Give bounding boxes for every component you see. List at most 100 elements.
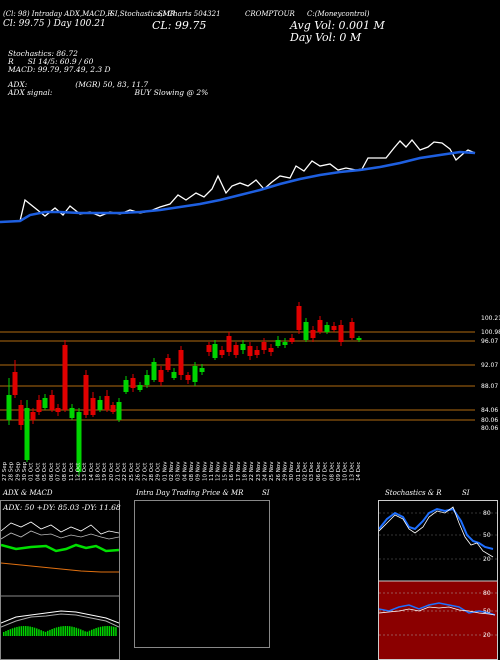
date-label: 08 Dec [329,462,335,481]
header-stoch-label: SI,Stochastics,MR [110,10,176,18]
macd-histogram-bar [18,626,20,636]
date-label: 01 Nov [162,461,168,481]
macd-histogram-bar [64,626,67,636]
macd-histogram-bar [38,629,40,636]
rsi-tick-label: 50 [483,608,491,615]
macd-readout: MACD: 99.79, 97.49, 2.3 D [8,65,111,74]
candle-body [76,412,82,472]
date-label: 27 Oct [142,462,148,481]
macd-histogram-bar [69,626,71,636]
macd-histogram-bar [3,632,5,636]
date-label: 13 Oct [82,462,88,481]
candle-body [296,306,302,330]
macd-histogram-bar [97,627,100,636]
macd-histogram-bar [49,629,51,636]
candle-body [356,338,362,340]
price-level-lines: 100.21 100.98 96.07 92.07 88.07 84.06 80.0680.… [0,315,500,432]
macd-histogram-bar [27,626,29,636]
price-level-label: 80.06 [481,417,498,424]
candle-body [338,325,344,342]
date-label: 01 Dec [296,462,302,481]
date-label: 28 Sep [9,461,15,481]
candle-body [130,378,136,388]
candle-body [185,375,191,380]
macd-histogram-bar [33,627,36,636]
candle-body [199,368,205,372]
candle-body [18,405,24,425]
candle-body [158,370,164,382]
candle-body [12,372,18,395]
date-label: 20 Oct [109,462,115,481]
price-level-label: 100.98 [481,329,500,336]
adx-signal-label: ADX signal: [8,88,53,97]
stoch-rsi-ticks: 80 50 20 80 50 20 [483,510,491,639]
macd-histogram-bar [113,626,115,636]
date-label: 08 Nov [189,461,195,481]
macd-histogram-bar [60,626,62,636]
date-label: 24 Nov [262,461,268,481]
date-label: 10 Dec [343,462,349,481]
date-label: 06 Oct [49,462,55,481]
macd-lines [1,610,119,636]
candle-body [233,345,239,355]
adx-panel-title: ADX & MACD [3,489,53,497]
candle-body [206,345,212,352]
candle-body [24,408,30,460]
candle-body [303,322,309,340]
candle-body [192,366,198,382]
date-label: 03 Dec [309,462,315,481]
date-label: 22 Nov [249,461,255,481]
candle-body [36,400,42,412]
adx-signal-readout: ADX signal: BUY Slowing @ 2% [8,88,208,97]
price-level-label: 84.06 [481,407,498,414]
macd-histogram-bar [66,626,69,636]
stoch-rsi-panel: 80 50 20 80 50 20 [378,500,498,660]
adx-signal-value: BUY Slowing @ 2% [134,88,209,97]
macd-histogram-bar [25,626,27,636]
macd-histogram-bar [20,626,23,636]
header-left-line1: (Cl: 98) Intraday ADX,MACD,R [3,10,113,18]
date-label: 07 Dec [323,462,329,481]
candle-body [6,395,12,420]
date-label: 03 Nov [176,461,182,481]
moving-average-line [0,150,476,224]
macd-line [1,610,119,624]
candle-body [97,400,103,410]
date-label: 06 Dec [316,462,322,481]
rsi-tick-label: 20 [483,632,491,639]
macd-histogram-bar [53,628,56,636]
price-level-label: 88.07 [481,383,498,390]
macd-histogram-bar [14,627,16,636]
candle-body [226,336,232,352]
adx-macd-panel: ADX: 50 +DY: 85.03 -DY: 11.68 [0,500,121,660]
date-label: 01 Oct [29,462,35,481]
macd-histogram-bar [106,626,108,636]
candle-body [317,320,323,332]
macd-histogram-bar [31,627,34,636]
macd-histogram-bar [73,627,75,636]
intraday-panel-si: SI [262,489,270,497]
candlesticks [6,302,362,476]
macd-histogram-bar [7,630,9,636]
intraday-panel-title: Intra Day Trading Price & MR [136,489,244,497]
price-level-label: 96.07 [481,338,498,345]
stoch-rsi-plot: 80 50 20 80 50 20 [379,506,497,659]
candle-body [178,350,184,375]
stoch-panel-title: Stochastics & R [385,489,442,497]
stochastic-k-line [379,507,494,550]
candle-body [137,385,143,390]
date-label: 19 Oct [102,462,108,481]
macd-histogram-bar [55,627,58,636]
adx-value: (MGR) 50, 83, 11.7 [75,80,149,89]
date-label: 18 Nov [242,461,248,481]
adx-line [1,530,119,540]
date-label: 11 Nov [209,461,215,481]
rsi-background [379,581,497,659]
date-label: 02 Dec [303,462,309,481]
header-code: CROMPTOUR [245,10,295,18]
candle-body [62,345,68,410]
candle-body [90,398,96,415]
date-label: 18 Oct [96,462,102,481]
adx-macd-plot [1,521,119,636]
date-label: 15 Nov [222,461,228,481]
